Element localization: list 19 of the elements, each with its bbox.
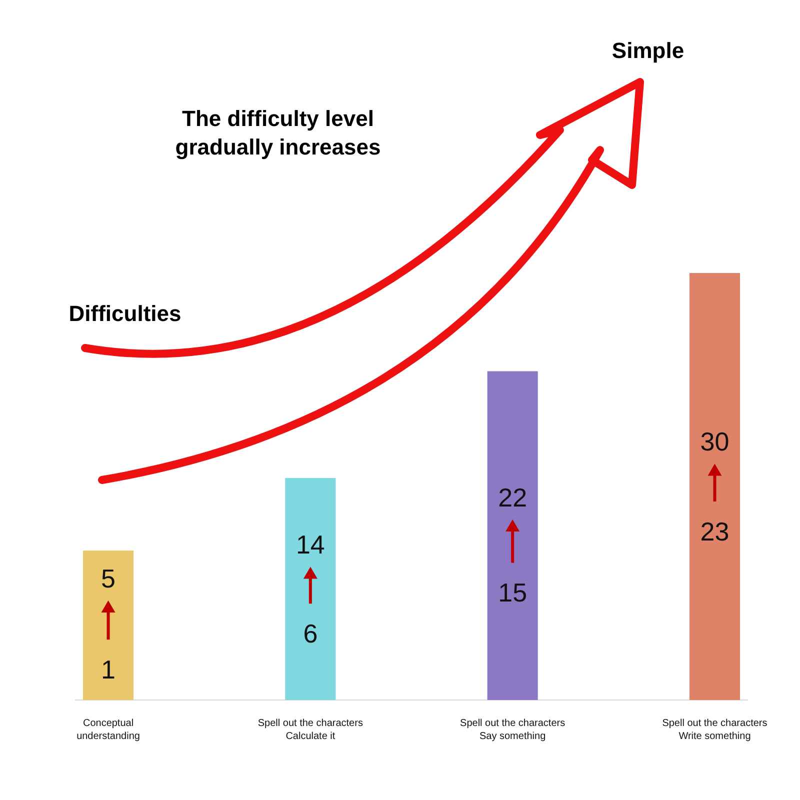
text: Simple <box>612 38 684 63</box>
annotation: 23 <box>700 516 730 546</box>
bar <box>487 371 538 700</box>
annotation: 1 <box>101 654 116 684</box>
annotation: 14 <box>296 530 325 560</box>
bar <box>83 550 134 700</box>
x-tick-label: Spell out the characters Calculate it <box>258 718 363 742</box>
annotation: Difficulties <box>68 301 182 326</box>
bar <box>689 273 740 700</box>
x-tick-label: Spell out the characters Write something <box>662 718 768 742</box>
x-tick-label: Spell out the characters Say something <box>460 718 566 742</box>
x-tick-label: Conceptual understanding <box>76 718 140 742</box>
annotation: 6 <box>303 618 318 648</box>
bar <box>285 478 336 700</box>
annotation: 22 <box>498 482 528 512</box>
text: The difficulty level gradually increases <box>175 106 381 160</box>
annotation: 30 <box>700 426 730 457</box>
annotation: 5 <box>101 563 116 594</box>
annotation: 15 <box>498 578 528 608</box>
